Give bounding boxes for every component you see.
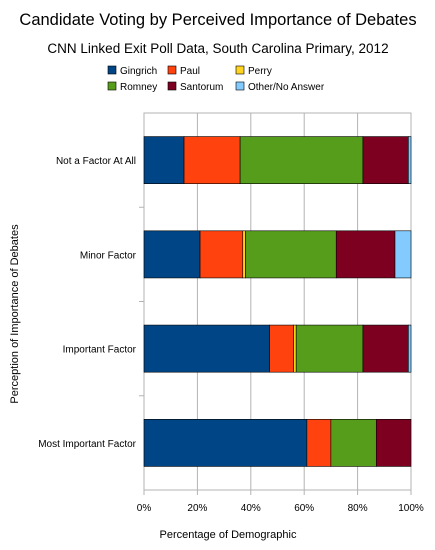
bar-segment-romney bbox=[295, 324, 364, 373]
y-tick-label: Most Important Factor bbox=[38, 439, 136, 450]
legend-swatch-perry bbox=[235, 65, 245, 75]
bar-segment-santorum bbox=[362, 136, 409, 184]
bar-segment-santorum bbox=[375, 419, 412, 467]
legend-label-romney: Romney bbox=[120, 82, 157, 93]
bar-segment-paul bbox=[199, 230, 244, 279]
legend-label-other-no-answer: Other/No Answer bbox=[248, 82, 325, 93]
bar-segment-perry bbox=[242, 230, 246, 279]
bar-segment-gingrich bbox=[143, 136, 185, 184]
bar-segment-gingrich bbox=[143, 419, 308, 467]
bar-segment-gingrich bbox=[143, 230, 201, 279]
bar-segment-other-no-answer bbox=[408, 136, 412, 184]
x-tick-label: 40% bbox=[241, 503, 261, 514]
chart-title: Candidate Voting by Perceived Importance… bbox=[19, 11, 416, 29]
bar-segment-santorum bbox=[335, 230, 396, 279]
y-tick-label: Important Factor bbox=[63, 345, 137, 356]
legend: Gingrich Paul Perry Romney Santorum Other/No … bbox=[107, 65, 325, 93]
legend-swatch-romney bbox=[107, 81, 117, 91]
x-axis-label: Percentage of Demographic bbox=[160, 529, 297, 541]
x-tick-label: 0% bbox=[137, 503, 152, 514]
bar-segment-romney bbox=[330, 419, 377, 467]
plot-area: 0% 20% 40% 60% 80% 100% Not a Factor At All Min… bbox=[38, 112, 424, 514]
bar-segment-paul bbox=[183, 136, 241, 184]
legend-swatch-other-no-answer bbox=[235, 81, 245, 91]
chart-subtitle: CNN Linked Exit Poll Data, South Carolin… bbox=[47, 41, 388, 56]
legend-label-paul: Paul bbox=[180, 66, 200, 77]
bar-segment-other-no-answer bbox=[394, 230, 412, 279]
bar-segment-perry bbox=[293, 324, 297, 373]
bar-segment-romney bbox=[239, 136, 364, 184]
legend-label-perry: Perry bbox=[248, 66, 272, 77]
legend-label-gingrich: Gingrich bbox=[120, 66, 157, 77]
bar-segment-paul bbox=[269, 324, 294, 373]
bar-segment-paul bbox=[306, 419, 332, 467]
legend-swatch-santorum bbox=[167, 81, 177, 91]
x-tick-label: 60% bbox=[294, 503, 314, 514]
x-tick-label: 20% bbox=[187, 503, 207, 514]
y-tick-label: Minor Factor bbox=[80, 250, 137, 261]
legend-swatch-gingrich bbox=[107, 65, 117, 75]
bar-segment-gingrich bbox=[143, 324, 270, 373]
y-axis-label: Perception of Importance of Debates bbox=[9, 224, 21, 404]
x-tick-label: 80% bbox=[348, 503, 368, 514]
legend-label-santorum: Santorum bbox=[180, 82, 223, 93]
bar-segment-santorum bbox=[362, 324, 409, 373]
bar-segment-romney bbox=[245, 230, 337, 279]
x-tick-label: 100% bbox=[398, 503, 424, 514]
y-tick-label: Not a Factor At All bbox=[56, 156, 136, 167]
bar-segment-other-no-answer bbox=[408, 324, 412, 373]
legend-swatch-paul bbox=[167, 65, 177, 75]
